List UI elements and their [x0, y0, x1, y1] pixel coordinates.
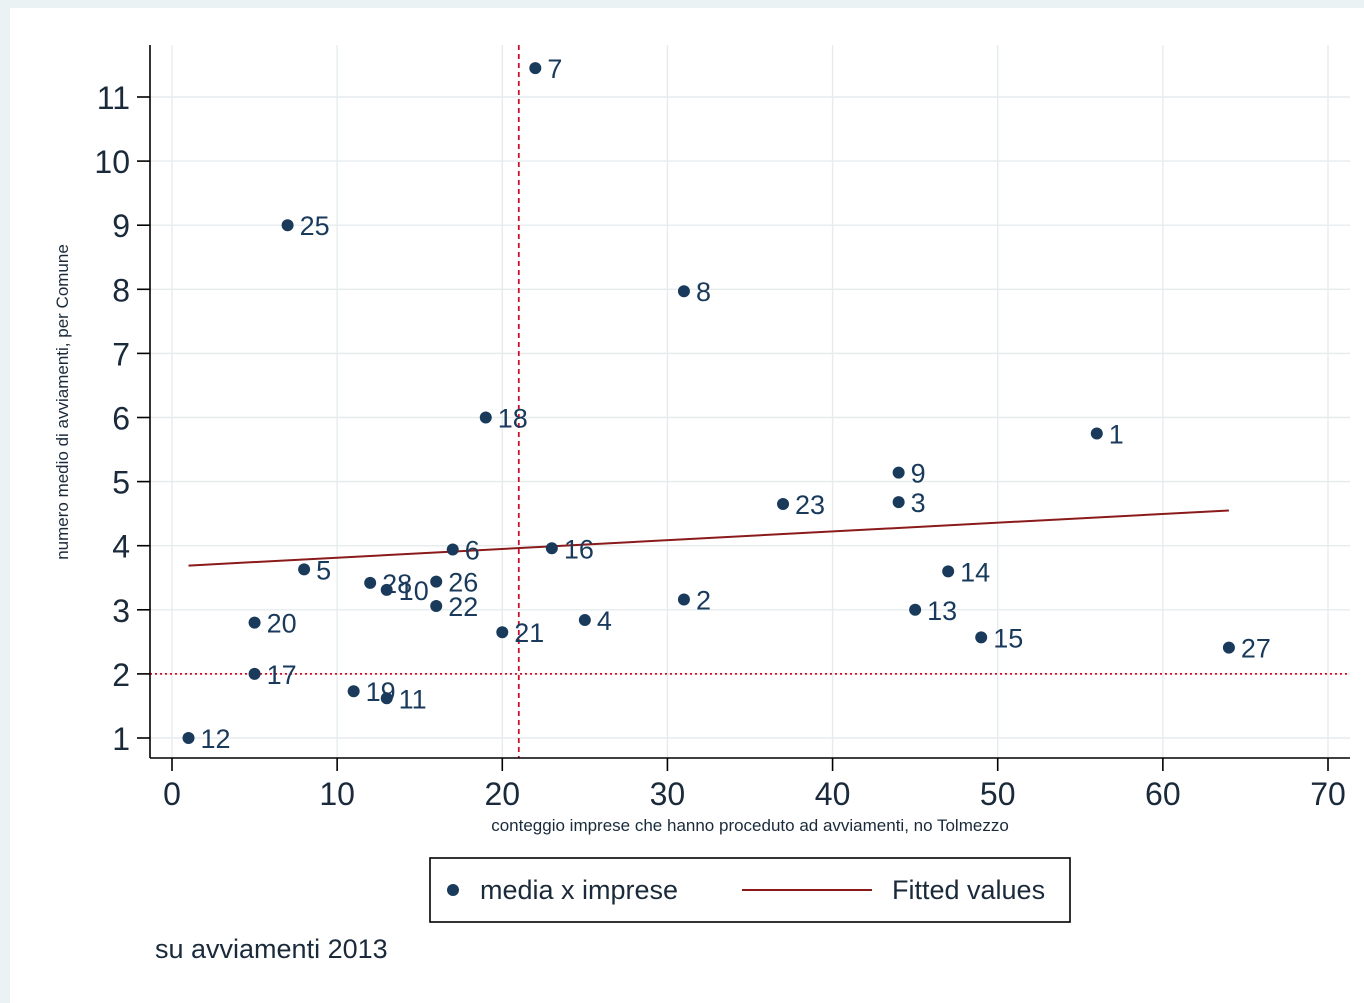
data-point-15 — [975, 631, 988, 644]
data-point-21 — [496, 626, 509, 639]
x-tick-label-30: 30 — [650, 776, 686, 812]
point-label-13: 13 — [927, 596, 957, 626]
data-point-7 — [529, 62, 542, 75]
y-tick-label-7: 7 — [112, 336, 130, 372]
y-tick-label-9: 9 — [112, 208, 130, 244]
data-point-27 — [1222, 641, 1235, 654]
y-axis-label: numero medio di avviamenti, per Comune — [53, 244, 72, 560]
data-point-20 — [248, 616, 261, 629]
point-label-14: 14 — [960, 557, 990, 587]
point-label-6: 6 — [465, 536, 480, 566]
y-tick-label-10: 10 — [94, 144, 130, 180]
x-tick-label-20: 20 — [484, 776, 520, 812]
point-label-5: 5 — [316, 555, 331, 585]
point-label-18: 18 — [498, 404, 528, 434]
data-point-23 — [777, 498, 790, 511]
point-label-4: 4 — [597, 606, 612, 636]
point-label-19: 19 — [366, 677, 396, 707]
legend-label-fitted: Fitted values — [892, 875, 1045, 905]
point-label-20: 20 — [267, 609, 297, 639]
y-tick-label-6: 6 — [112, 401, 130, 437]
x-tick-label-50: 50 — [980, 776, 1016, 812]
data-point-9 — [892, 466, 905, 479]
data-point-25 — [281, 219, 294, 232]
point-label-10: 10 — [399, 576, 429, 606]
data-point-6 — [446, 543, 459, 556]
y-tick-label-2: 2 — [112, 657, 130, 693]
data-point-18 — [479, 411, 492, 424]
y-tick-label-5: 5 — [112, 465, 130, 501]
data-point-13 — [909, 603, 922, 616]
point-label-27: 27 — [1241, 634, 1271, 664]
x-tick-label-40: 40 — [815, 776, 851, 812]
fitted-values-line — [188, 509, 1229, 567]
point-label-12: 12 — [201, 724, 231, 754]
legend-label-media: media x imprese — [480, 875, 678, 905]
point-label-22: 22 — [448, 592, 478, 622]
point-label-11: 11 — [399, 684, 427, 714]
data-point-17 — [248, 667, 261, 680]
point-label-3: 3 — [911, 488, 926, 518]
data-point-16 — [545, 542, 558, 555]
data-point-4 — [578, 614, 591, 627]
x-tick-label-0: 0 — [163, 776, 181, 812]
point-label-23: 23 — [795, 490, 825, 520]
y-tick-label-1: 1 — [112, 721, 130, 757]
y-tick-label-11: 11 — [97, 80, 130, 116]
y-tick-label-3: 3 — [112, 593, 130, 629]
point-label-7: 7 — [547, 54, 562, 84]
reference-lines — [150, 45, 1350, 758]
point-label-15: 15 — [993, 623, 1023, 653]
data-point-11 — [380, 692, 393, 705]
x-tick-label-60: 60 — [1145, 776, 1181, 812]
x-tick-label-70: 70 — [1310, 776, 1346, 812]
data-point-5 — [298, 563, 311, 576]
point-label-9: 9 — [911, 459, 926, 489]
point-label-17: 17 — [267, 660, 297, 690]
data-point-28 — [364, 576, 377, 589]
data-point-26 — [430, 575, 443, 588]
data-point-3 — [892, 496, 905, 509]
data-point-2 — [677, 593, 690, 606]
point-label-1: 1 — [1109, 420, 1124, 450]
point-label-28: 28 — [382, 569, 412, 599]
chart-note: su avviamenti 2013 — [155, 934, 388, 964]
data-point-14 — [942, 565, 955, 578]
data-point-1 — [1090, 427, 1103, 440]
point-label-8: 8 — [696, 277, 711, 307]
legend-marker-media — [447, 884, 459, 896]
point-label-2: 2 — [696, 586, 711, 616]
point-label-25: 25 — [300, 211, 330, 241]
fitted-line-group — [188, 509, 1229, 567]
data-point-22 — [430, 599, 443, 612]
data-point-12 — [182, 732, 195, 744]
data-point-10 — [380, 583, 393, 596]
x-axis-label: conteggio imprese che hanno proceduto ad… — [491, 816, 1009, 835]
point-label-16: 16 — [564, 534, 594, 564]
data-point-19 — [347, 685, 360, 698]
plot-area — [150, 45, 1350, 758]
point-label-21: 21 — [514, 618, 544, 648]
y-tick-label-4: 4 — [112, 529, 130, 565]
y-tick-label-8: 8 — [112, 272, 130, 308]
point-label-26: 26 — [448, 568, 478, 598]
x-tick-label-10: 10 — [319, 776, 355, 812]
data-point-8 — [677, 285, 690, 298]
